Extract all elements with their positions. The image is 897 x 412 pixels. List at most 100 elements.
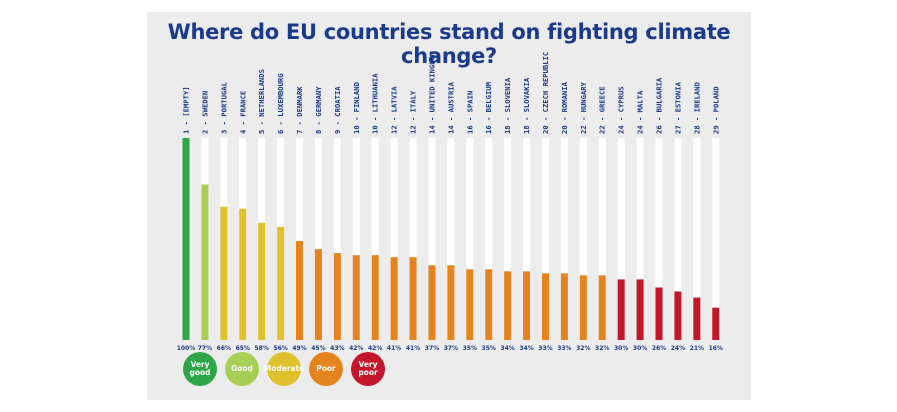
bar bbox=[390, 257, 398, 340]
bar bbox=[239, 208, 247, 340]
bar bbox=[485, 269, 493, 340]
category-label: 4 - FRANCE bbox=[238, 91, 247, 134]
value-label: 42% bbox=[349, 345, 363, 352]
bar-track bbox=[466, 138, 474, 340]
bar bbox=[296, 241, 304, 340]
category-label: 8 - GERMANY bbox=[314, 86, 323, 134]
category-label: 16 - SPAIN bbox=[465, 91, 474, 134]
value-label: 34% bbox=[519, 345, 533, 352]
bar bbox=[579, 275, 587, 340]
bar bbox=[220, 206, 228, 340]
category-label: 12 - ITALY bbox=[409, 90, 418, 134]
bar bbox=[655, 287, 663, 340]
category-label: 24 - MALTA bbox=[636, 90, 645, 134]
legend-item: Moderate bbox=[264, 352, 304, 386]
value-label: 32% bbox=[576, 345, 590, 352]
bar bbox=[560, 273, 568, 340]
value-label: 33% bbox=[538, 345, 552, 352]
bar-track bbox=[504, 138, 512, 340]
value-label: 32% bbox=[595, 345, 609, 352]
bar-track bbox=[314, 138, 322, 340]
value-label: 35% bbox=[463, 345, 477, 352]
bar-track bbox=[712, 138, 720, 340]
value-label: 21% bbox=[690, 345, 704, 352]
value-label: 66% bbox=[217, 345, 231, 352]
category-label: 29 - POLAND bbox=[711, 86, 720, 134]
bar-track bbox=[371, 138, 379, 340]
legend-item: Very good bbox=[183, 352, 217, 386]
bar bbox=[598, 275, 606, 340]
value-label: 16% bbox=[709, 345, 723, 352]
bar bbox=[636, 279, 644, 340]
bar bbox=[409, 257, 417, 340]
bar-track bbox=[333, 138, 341, 340]
value-label: 49% bbox=[292, 345, 306, 352]
bar bbox=[333, 253, 341, 340]
bar bbox=[201, 184, 209, 340]
category-label: 6 - LUXEMBOURG bbox=[276, 73, 285, 134]
category-label: 1 - [EMPTY] bbox=[182, 86, 191, 134]
bar bbox=[466, 269, 474, 340]
legend-item: Very poor bbox=[351, 352, 385, 386]
bar-track bbox=[598, 138, 606, 340]
bar-track bbox=[617, 138, 625, 340]
category-label: 28 - IRELAND bbox=[692, 82, 701, 134]
category-label: 7 - DENMARK bbox=[295, 86, 304, 134]
bar bbox=[277, 226, 285, 340]
category-label: 27 - ESTONIA bbox=[673, 81, 682, 134]
value-label: 41% bbox=[406, 345, 420, 352]
category-label: 10 - FINLAND bbox=[352, 82, 361, 134]
value-label: 34% bbox=[500, 345, 514, 352]
legend: Very good Good Moderate Poor Very poor bbox=[183, 352, 385, 386]
value-label: 37% bbox=[444, 345, 458, 352]
legend-item: Poor bbox=[309, 352, 343, 386]
bar bbox=[428, 265, 436, 340]
bar bbox=[617, 279, 625, 340]
value-label: 77% bbox=[198, 345, 212, 352]
value-label: 37% bbox=[425, 345, 439, 352]
value-label: 56% bbox=[273, 345, 287, 352]
bar bbox=[371, 255, 379, 340]
bar bbox=[314, 249, 322, 340]
value-label: 42% bbox=[368, 345, 382, 352]
category-label: 9 - CROATIA bbox=[333, 86, 342, 134]
value-label: 41% bbox=[387, 345, 401, 352]
category-label: 24 - CYPRUS bbox=[617, 86, 626, 134]
bar bbox=[712, 307, 720, 340]
category-label: 22 - GREECE bbox=[598, 86, 607, 134]
value-label: 33% bbox=[557, 345, 571, 352]
value-label: 45% bbox=[311, 345, 325, 352]
category-label: 20 - CZECH REPUBLIC bbox=[541, 52, 550, 134]
bar-track bbox=[655, 138, 663, 340]
value-label: 26% bbox=[652, 345, 666, 352]
bar-track bbox=[523, 138, 531, 340]
bar-track bbox=[390, 138, 398, 340]
bar-track bbox=[352, 138, 360, 340]
bar-track bbox=[541, 138, 549, 340]
category-label: 14 - UNITED KINGDOM bbox=[427, 51, 436, 134]
chart-title: Where do EU countries stand on fighting … bbox=[167, 20, 731, 68]
category-label: 18 - SLOVENIA bbox=[503, 77, 512, 134]
category-label: 14 - AUSTRIA bbox=[446, 81, 455, 134]
bar bbox=[182, 138, 190, 340]
bar-track bbox=[296, 138, 304, 340]
value-label: 30% bbox=[614, 345, 628, 352]
bar bbox=[523, 271, 531, 340]
bar-track bbox=[579, 138, 587, 340]
category-label: 22 - HUNGARY bbox=[579, 81, 588, 134]
bar-track bbox=[409, 138, 417, 340]
value-label: 58% bbox=[254, 345, 268, 352]
category-label: 10 - LITHUANIA bbox=[371, 73, 380, 134]
value-label: 35% bbox=[482, 345, 496, 352]
bar-track bbox=[428, 138, 436, 340]
bar-track bbox=[693, 138, 701, 340]
bar bbox=[258, 222, 266, 340]
legend-item: Good bbox=[225, 352, 259, 386]
category-label: 5 - NETHERLANDS bbox=[257, 69, 266, 134]
category-label: 12 - LATVIA bbox=[390, 86, 399, 134]
category-label: 3 - PORTUGAL bbox=[219, 81, 228, 134]
bar bbox=[674, 291, 682, 340]
bar-track bbox=[674, 138, 682, 340]
category-label: 2 - SWEDEN bbox=[200, 91, 209, 134]
